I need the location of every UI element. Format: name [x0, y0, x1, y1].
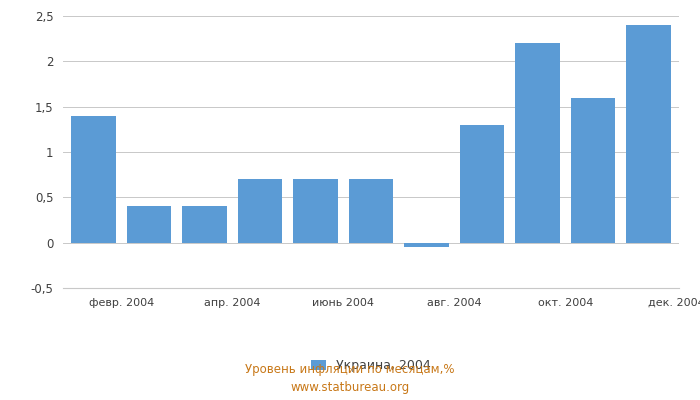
Bar: [460, 125, 504, 243]
Bar: [626, 25, 671, 243]
Bar: [238, 179, 282, 243]
Bar: [182, 206, 227, 243]
Bar: [570, 98, 615, 243]
Bar: [405, 243, 449, 247]
Bar: [515, 43, 560, 243]
Legend: Украина, 2004: Украина, 2004: [306, 354, 436, 377]
Text: www.statbureau.org: www.statbureau.org: [290, 382, 410, 394]
Text: Уровень инфляции по месяцам,%: Уровень инфляции по месяцам,%: [245, 364, 455, 376]
Bar: [349, 179, 393, 243]
Bar: [71, 116, 116, 243]
Bar: [293, 179, 337, 243]
Bar: [127, 206, 172, 243]
